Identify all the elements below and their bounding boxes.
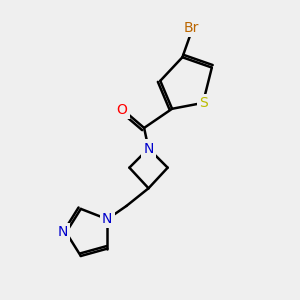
Text: N: N [143, 142, 154, 155]
Text: N: N [58, 225, 68, 239]
Text: O: O [117, 103, 128, 117]
Text: N: N [102, 212, 112, 226]
Text: Br: Br [184, 21, 199, 35]
Text: S: S [199, 96, 207, 110]
